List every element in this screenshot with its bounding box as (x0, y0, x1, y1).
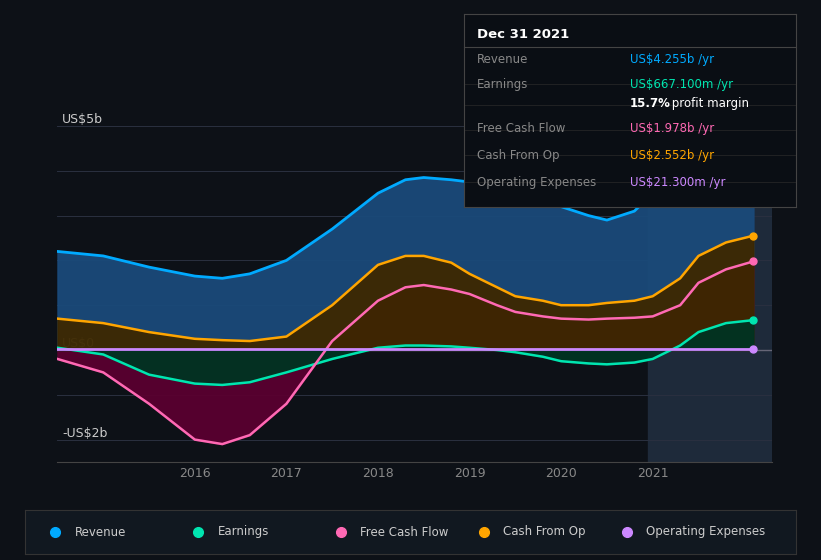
Text: US$4.255b /yr: US$4.255b /yr (631, 53, 714, 66)
Text: US$667.100m /yr: US$667.100m /yr (631, 78, 733, 91)
Text: US$2.552b /yr: US$2.552b /yr (631, 150, 714, 162)
Text: Cash From Op: Cash From Op (503, 525, 585, 539)
Text: US$5b: US$5b (62, 113, 103, 126)
Text: Earnings: Earnings (477, 78, 529, 91)
Text: -US$2b: -US$2b (62, 427, 108, 440)
Text: Dec 31 2021: Dec 31 2021 (477, 27, 570, 40)
Text: Earnings: Earnings (218, 525, 269, 539)
Text: US$1.978b /yr: US$1.978b /yr (631, 122, 714, 135)
Text: Free Cash Flow: Free Cash Flow (360, 525, 449, 539)
Text: Operating Expenses: Operating Expenses (477, 176, 596, 189)
Text: Cash From Op: Cash From Op (477, 150, 560, 162)
Text: Free Cash Flow: Free Cash Flow (477, 122, 566, 135)
Text: Operating Expenses: Operating Expenses (646, 525, 765, 539)
Text: Revenue: Revenue (75, 525, 126, 539)
Text: 15.7%: 15.7% (631, 97, 671, 110)
Bar (648, 81, 772, 462)
Text: profit margin: profit margin (668, 97, 750, 110)
Text: Revenue: Revenue (477, 53, 529, 66)
Text: US$0: US$0 (62, 337, 95, 350)
Text: US$21.300m /yr: US$21.300m /yr (631, 176, 726, 189)
